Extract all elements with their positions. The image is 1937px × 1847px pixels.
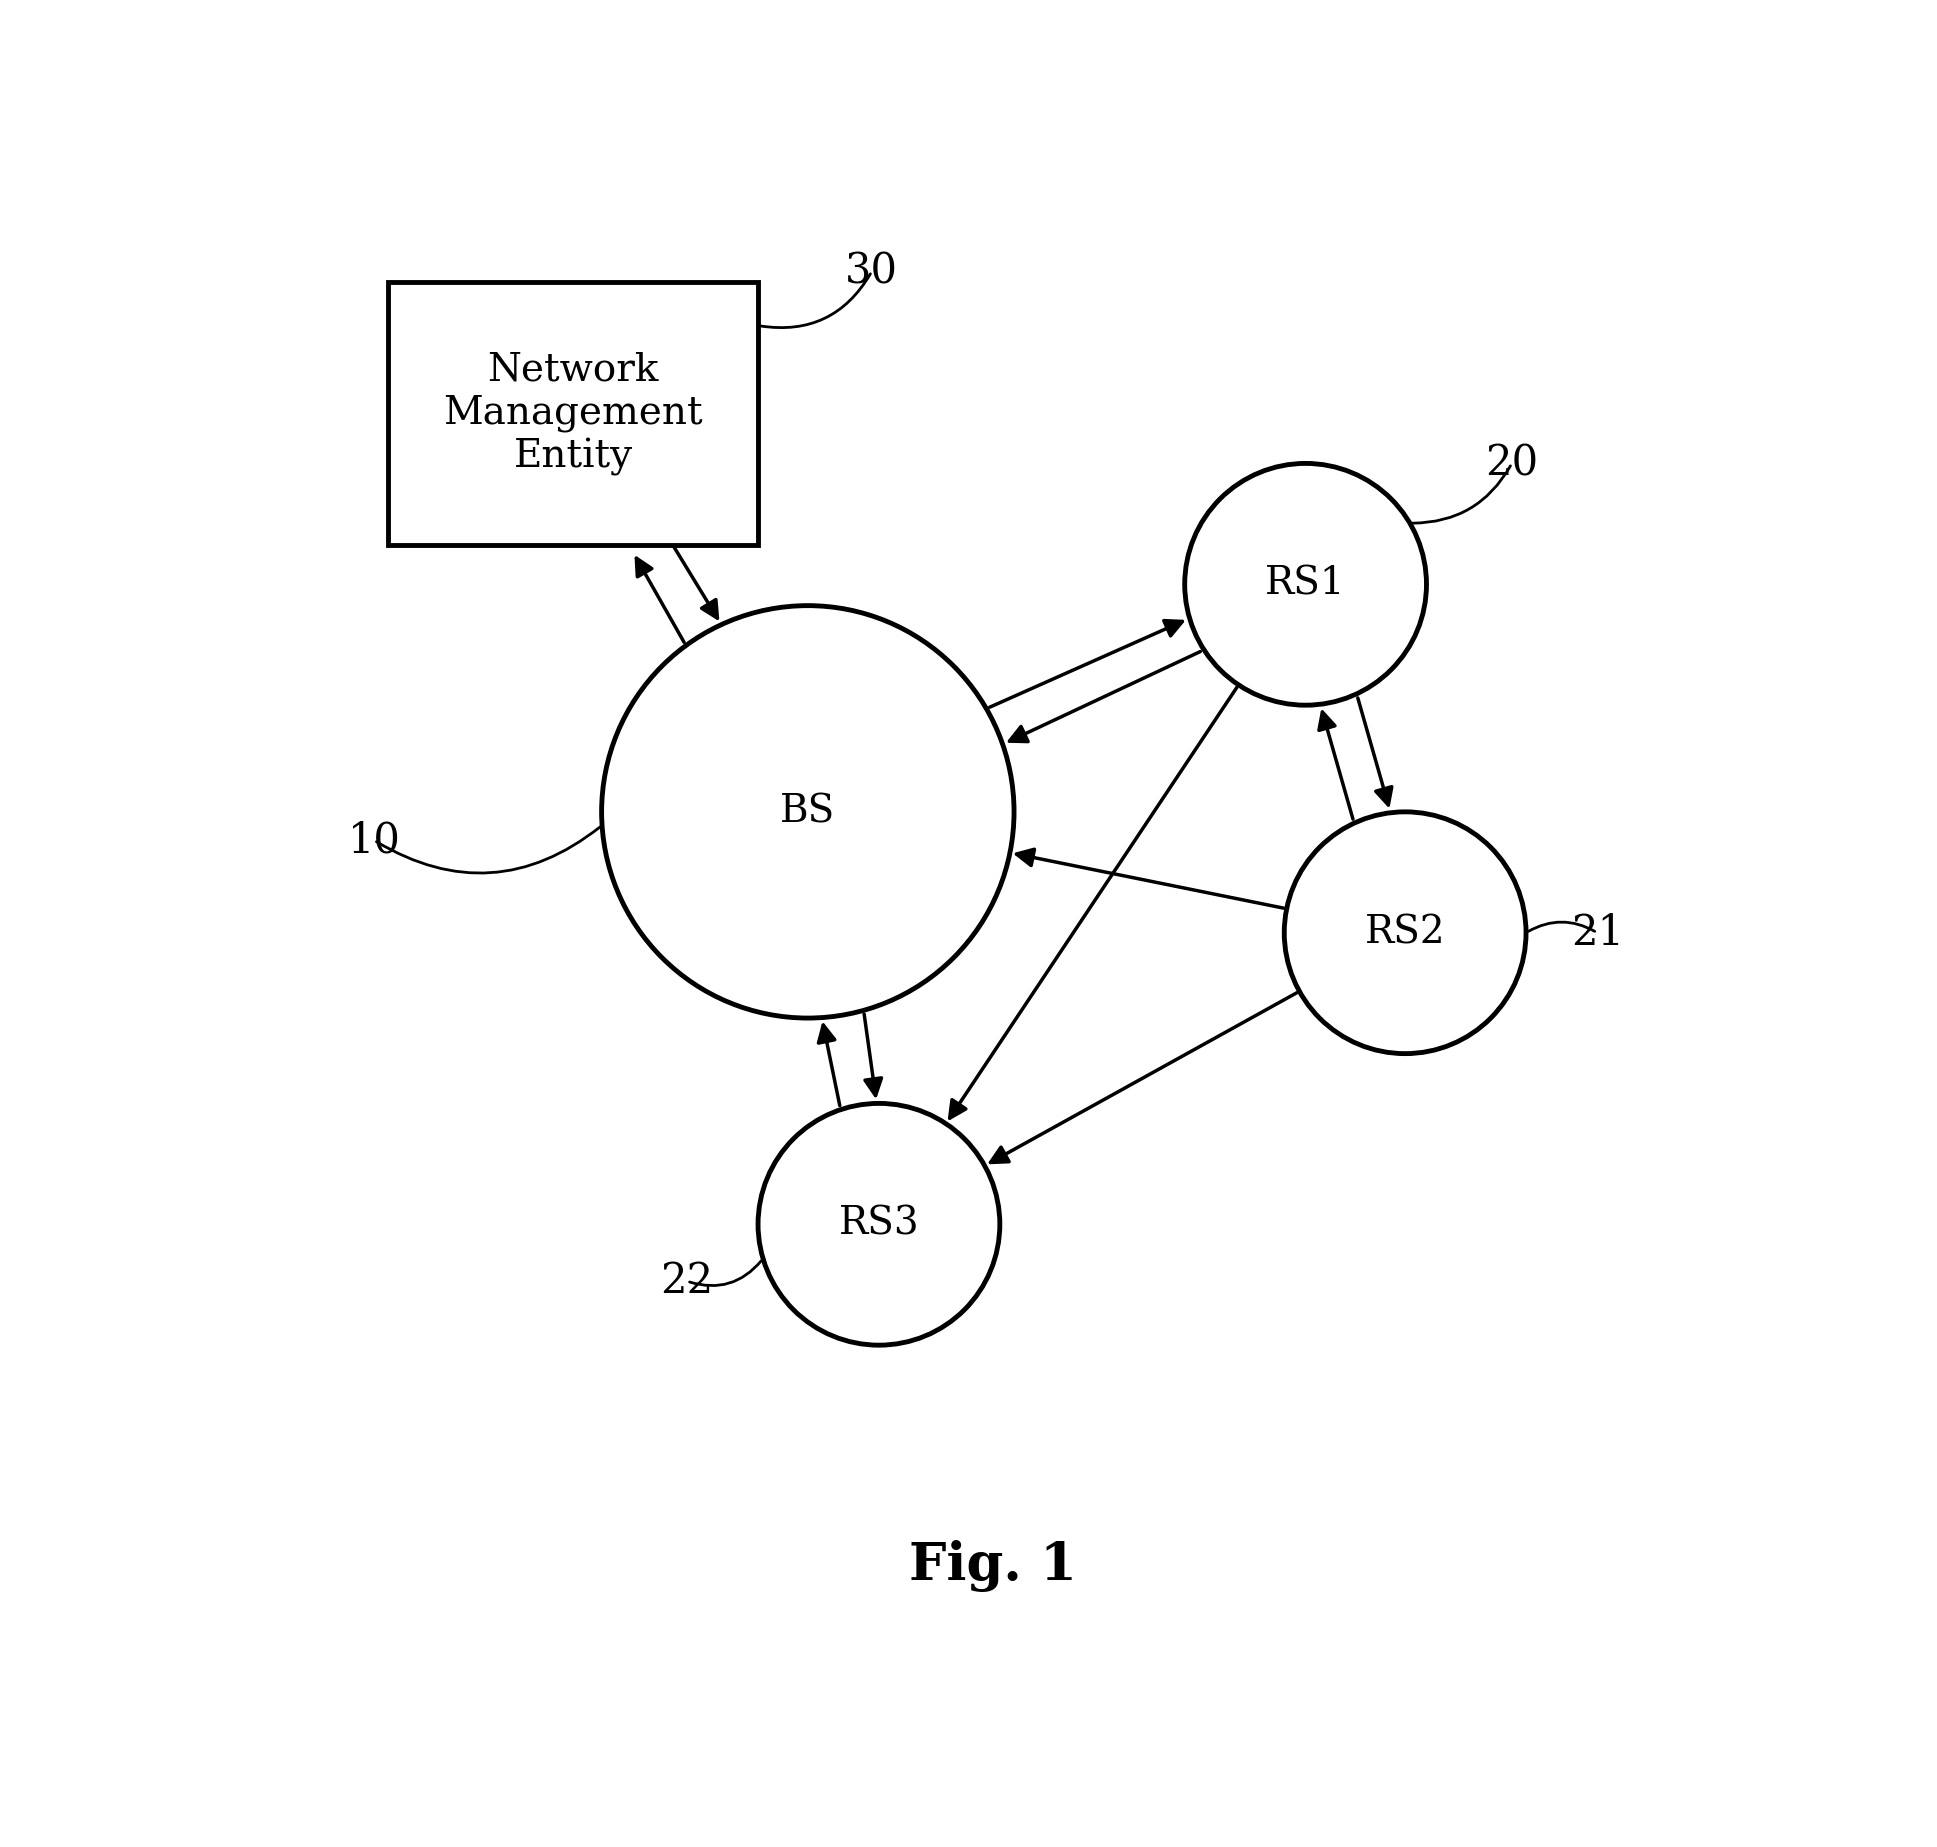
Circle shape xyxy=(1284,813,1526,1053)
Circle shape xyxy=(1185,464,1426,706)
Text: 20: 20 xyxy=(1486,443,1538,484)
Text: RS2: RS2 xyxy=(1366,914,1445,951)
Text: RS3: RS3 xyxy=(839,1206,920,1243)
Text: 22: 22 xyxy=(661,1260,713,1302)
Text: 10: 10 xyxy=(347,820,401,861)
Text: Fig. 1: Fig. 1 xyxy=(908,1540,1077,1592)
Text: BS: BS xyxy=(781,794,835,831)
Text: 30: 30 xyxy=(845,251,899,292)
FancyBboxPatch shape xyxy=(387,283,757,545)
Circle shape xyxy=(757,1103,999,1345)
Text: Network
Management
Entity: Network Management Entity xyxy=(444,351,703,477)
Text: RS1: RS1 xyxy=(1265,565,1346,602)
Circle shape xyxy=(602,606,1015,1018)
Text: 21: 21 xyxy=(1571,912,1623,953)
